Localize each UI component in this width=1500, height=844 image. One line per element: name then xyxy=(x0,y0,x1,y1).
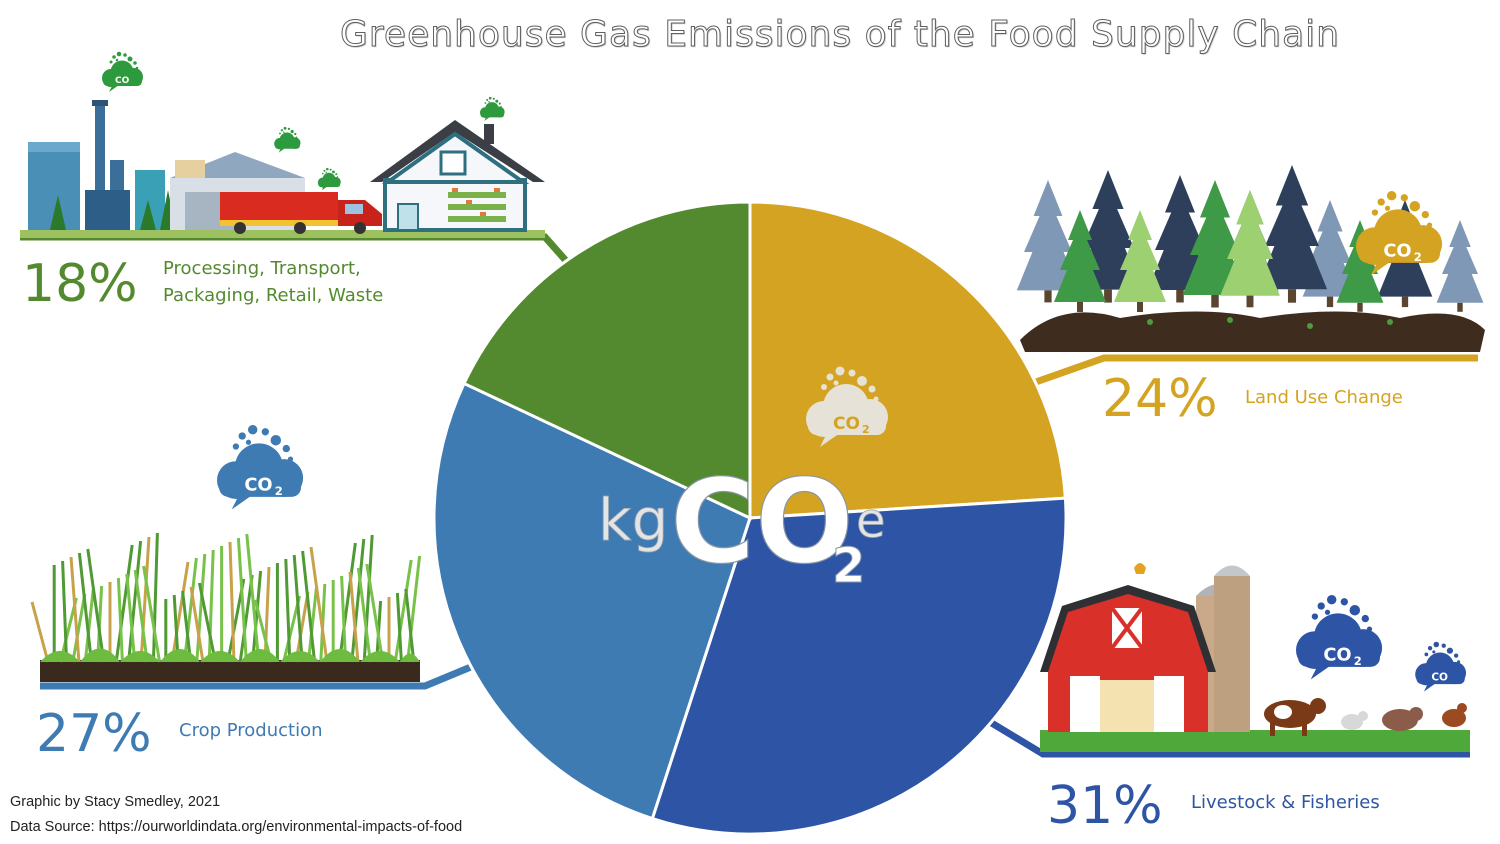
credit-source: Data Source: https://ourworldindata.org/… xyxy=(10,819,463,835)
svg-text:2: 2 xyxy=(862,423,870,436)
chart-title: Greenhouse Gas Emissions of the Food Sup… xyxy=(340,14,1340,56)
credit-author: Graphic by Stacy Smedley, 2021 xyxy=(10,794,221,810)
co2-cloud-icon: CO 2 xyxy=(806,366,888,447)
percent-livestock: 31% xyxy=(1047,776,1163,836)
svg-text:2: 2 xyxy=(275,484,283,498)
svg-text:CO: CO xyxy=(1383,241,1411,262)
label-processing: Processing, Transport, Packaging, Retail… xyxy=(163,255,383,309)
svg-text:CO: CO xyxy=(1431,671,1448,683)
leader-line-crop xyxy=(40,660,480,690)
svg-text:CO: CO xyxy=(833,414,860,434)
label-crop: Crop Production xyxy=(179,720,323,741)
svg-text:CO: CO xyxy=(115,76,130,86)
percent-processing: 18% xyxy=(22,254,138,314)
leader-line-land-use xyxy=(1031,354,1478,387)
center-prefix: kg xyxy=(598,486,668,554)
barn-illustration: CO 2 CO xyxy=(1040,563,1470,752)
pie-chart xyxy=(432,200,1068,836)
svg-text:2: 2 xyxy=(1414,250,1422,264)
svg-text:CO: CO xyxy=(1323,645,1351,666)
pie-slice-livestock-fisheries xyxy=(650,496,1068,836)
label-livestock: Livestock & Fisheries xyxy=(1191,792,1380,813)
label-processing-line2: Packaging, Retail, Waste xyxy=(163,285,384,306)
pie-slice-crop-production xyxy=(432,381,752,821)
center-co2e-label: kg CO 2 e xyxy=(598,454,886,594)
svg-text:2: 2 xyxy=(1354,654,1362,668)
leader-line-livestock xyxy=(988,719,1470,758)
crop-illustration: CO 2 xyxy=(30,424,422,682)
percent-land-use: 24% xyxy=(1102,369,1218,429)
svg-text:CO: CO xyxy=(244,475,272,496)
center-suffix: e xyxy=(856,493,886,549)
center-formula: CO xyxy=(670,455,854,590)
percent-crop: 27% xyxy=(36,704,152,764)
center-subscript: 2 xyxy=(832,538,865,594)
pie-slice-processing-transport-packaging-retail-waste xyxy=(462,200,752,521)
label-land-use: Land Use Change xyxy=(1245,387,1403,408)
label-processing-line1: Processing, Transport, xyxy=(163,258,361,279)
industry-illustration: CO xyxy=(20,51,545,238)
forest-illustration: CO 2 xyxy=(1016,165,1485,352)
